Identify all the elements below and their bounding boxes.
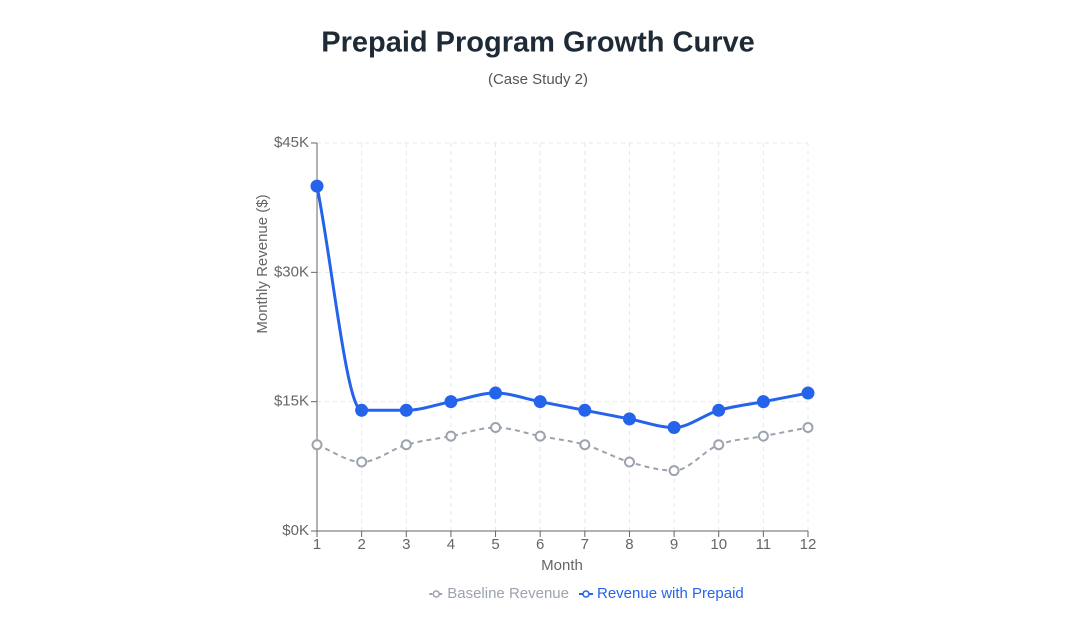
data-point	[355, 403, 369, 417]
x-tick-label: 4	[447, 536, 455, 553]
x-tick-label: 9	[670, 536, 678, 553]
series-line	[316, 426, 809, 472]
data-point	[444, 395, 458, 409]
legend: Baseline Revenue Revenue with Prepaid	[429, 585, 744, 602]
data-point	[802, 422, 814, 434]
x-axis-label: Month	[541, 557, 583, 574]
data-point	[399, 403, 413, 417]
x-tick-label: 10	[710, 536, 727, 553]
data-point	[667, 421, 681, 435]
x-tick-label: 12	[800, 536, 817, 553]
x-tick-label: 2	[357, 536, 365, 553]
x-tick-label: 6	[536, 536, 544, 553]
data-point	[757, 430, 769, 442]
chart-title: Prepaid Program Growth Curve	[321, 27, 755, 59]
x-tick-label: 11	[756, 536, 772, 553]
data-point	[756, 395, 770, 409]
data-point	[623, 456, 635, 468]
data-point	[622, 412, 636, 426]
legend-marker	[432, 590, 440, 598]
data-point	[490, 422, 502, 434]
data-point	[668, 465, 680, 477]
legend-marker	[582, 590, 590, 598]
y-axis-label: Monthly Revenue ($)	[254, 194, 271, 333]
y-tick-label: $0K	[282, 522, 309, 539]
series-line	[315, 185, 809, 430]
data-point	[534, 430, 546, 442]
x-tick-label: 3	[402, 536, 410, 553]
data-point	[578, 403, 592, 417]
legend-item: Revenue with Prepaid	[579, 585, 744, 602]
data-point	[400, 439, 412, 451]
data-point	[533, 395, 547, 409]
legend-item: Baseline Revenue	[429, 585, 569, 602]
y-tick-label: $30K	[274, 263, 309, 280]
data-point	[712, 403, 726, 417]
x-tick-label: 1	[313, 536, 321, 553]
x-tick-label: 7	[581, 536, 589, 553]
x-tick-label: 5	[491, 536, 499, 553]
data-point	[713, 439, 725, 451]
data-point	[311, 439, 323, 451]
data-point	[801, 386, 815, 400]
data-point	[356, 456, 368, 468]
y-tick-label: $45K	[274, 134, 309, 151]
legend-label: Revenue with Prepaid	[597, 585, 744, 602]
data-point	[310, 179, 324, 193]
y-tick-label: $15K	[274, 393, 309, 410]
data-point	[489, 386, 503, 400]
x-tick-label: 8	[625, 536, 633, 553]
data-point	[579, 439, 591, 451]
data-point	[445, 430, 457, 442]
legend-label: Baseline Revenue	[447, 585, 569, 602]
chart-subtitle: (Case Study 2)	[488, 71, 588, 88]
